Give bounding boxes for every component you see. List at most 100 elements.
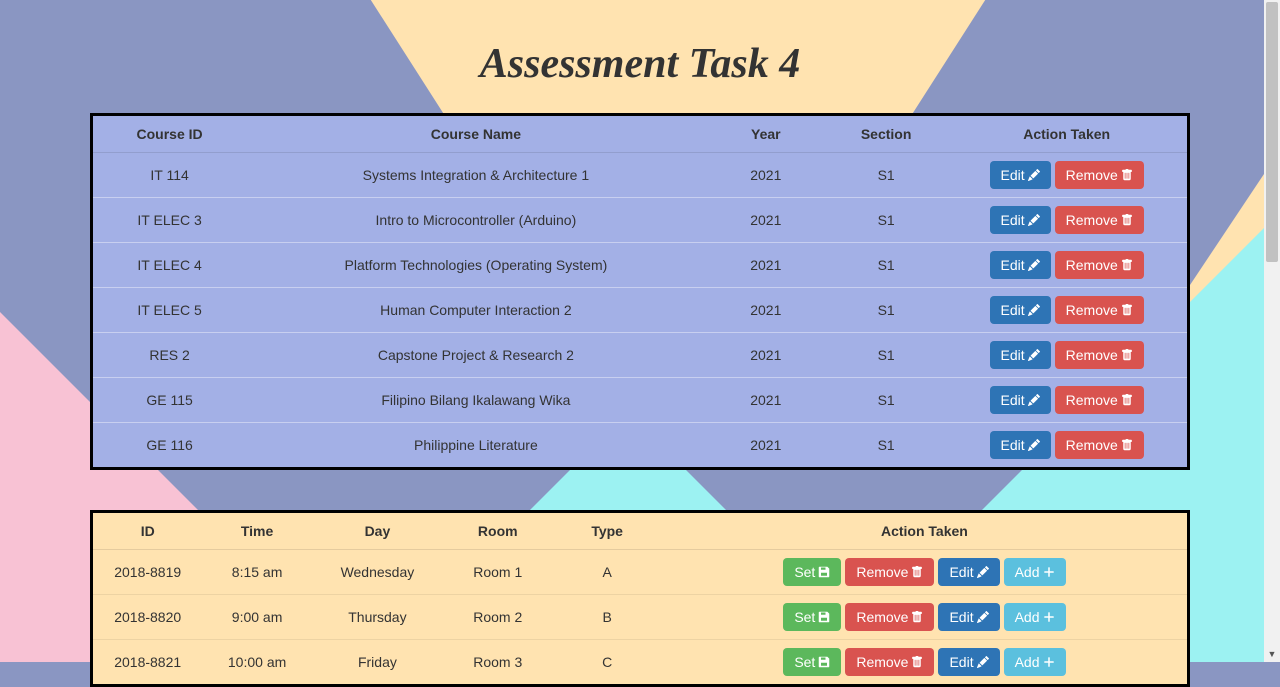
schedule-id-cell: 2018-8819 — [93, 550, 202, 595]
remove-button[interactable]: Remove — [1055, 251, 1144, 279]
add-button[interactable]: Add — [1004, 648, 1066, 676]
pencil-icon — [1028, 439, 1040, 451]
courses-header-id: Course ID — [93, 116, 246, 153]
course-actions-cell: EditRemove — [946, 333, 1187, 378]
course-actions-cell: EditRemove — [946, 243, 1187, 288]
course-year-cell: 2021 — [706, 243, 826, 288]
course-actions-cell: EditRemove — [946, 423, 1187, 468]
schedule-header-room: Room — [443, 513, 552, 550]
schedule-table: ID Time Day Room Type Action Taken 2018-… — [93, 513, 1187, 684]
table-row: GE 116Philippine Literature2021S1EditRem… — [93, 423, 1187, 468]
edit-button[interactable]: Edit — [990, 206, 1051, 234]
remove-button[interactable]: Remove — [1055, 386, 1144, 414]
table-row: RES 2Capstone Project & Research 22021S1… — [93, 333, 1187, 378]
edit-button[interactable]: Edit — [990, 386, 1051, 414]
remove-button[interactable]: Remove — [845, 558, 934, 586]
edit-button[interactable]: Edit — [938, 648, 999, 676]
schedule-header-type: Type — [552, 513, 661, 550]
schedule-type-cell: B — [552, 595, 661, 640]
plus-icon — [1043, 611, 1055, 623]
course-name-cell: Human Computer Interaction 2 — [246, 288, 705, 333]
course-id-cell: IT ELEC 3 — [93, 198, 246, 243]
course-year-cell: 2021 — [706, 198, 826, 243]
schedule-header-action: Action Taken — [662, 513, 1187, 550]
scrollbar-thumb[interactable] — [1266, 2, 1278, 262]
course-section-cell: S1 — [826, 288, 946, 333]
schedule-actions-cell: SetRemoveEditAdd — [662, 595, 1187, 640]
schedule-type-cell: A — [552, 550, 661, 595]
edit-button[interactable]: Edit — [990, 296, 1051, 324]
pencil-icon — [1028, 394, 1040, 406]
pencil-icon — [977, 611, 989, 623]
trash-icon — [911, 611, 923, 623]
trash-icon — [1121, 259, 1133, 271]
schedule-time-cell: 8:15 am — [202, 550, 311, 595]
course-section-cell: S1 — [826, 423, 946, 468]
add-button[interactable]: Add — [1004, 558, 1066, 586]
schedule-room-cell: Room 1 — [443, 550, 552, 595]
trash-icon — [1121, 169, 1133, 181]
table-row: 2018-88209:00 amThursdayRoom 2BSetRemove… — [93, 595, 1187, 640]
save-icon — [818, 656, 830, 668]
course-name-cell: Philippine Literature — [246, 423, 705, 468]
edit-button[interactable]: Edit — [990, 341, 1051, 369]
plus-icon — [1043, 566, 1055, 578]
schedule-day-cell: Thursday — [312, 595, 443, 640]
schedule-actions-cell: SetRemoveEditAdd — [662, 550, 1187, 595]
scrollbar[interactable]: ▲ ▼ — [1264, 0, 1280, 662]
courses-table-container: Course ID Course Name Year Section Actio… — [90, 113, 1190, 470]
pencil-icon — [1028, 214, 1040, 226]
course-name-cell: Systems Integration & Architecture 1 — [246, 153, 705, 198]
table-row: IT 114Systems Integration & Architecture… — [93, 153, 1187, 198]
remove-button[interactable]: Remove — [1055, 206, 1144, 234]
pencil-icon — [1028, 349, 1040, 361]
schedule-day-cell: Wednesday — [312, 550, 443, 595]
table-row: 2018-88198:15 amWednesdayRoom 1ASetRemov… — [93, 550, 1187, 595]
course-actions-cell: EditRemove — [946, 288, 1187, 333]
page-title: Assessment Task 4 — [90, 40, 1190, 88]
pencil-icon — [977, 656, 989, 668]
remove-button[interactable]: Remove — [1055, 161, 1144, 189]
trash-icon — [1121, 304, 1133, 316]
course-name-cell: Intro to Microcontroller (Arduino) — [246, 198, 705, 243]
trash-icon — [911, 566, 923, 578]
remove-button[interactable]: Remove — [1055, 341, 1144, 369]
remove-button[interactable]: Remove — [1055, 296, 1144, 324]
schedule-id-cell: 2018-8820 — [93, 595, 202, 640]
remove-button[interactable]: Remove — [845, 603, 934, 631]
remove-button[interactable]: Remove — [845, 648, 934, 676]
save-icon — [818, 566, 830, 578]
course-name-cell: Filipino Bilang Ikalawang Wika — [246, 378, 705, 423]
courses-header-section: Section — [826, 116, 946, 153]
set-button[interactable]: Set — [783, 603, 841, 631]
course-section-cell: S1 — [826, 153, 946, 198]
course-year-cell: 2021 — [706, 153, 826, 198]
courses-header-year: Year — [706, 116, 826, 153]
edit-button[interactable]: Edit — [938, 603, 999, 631]
table-row: IT ELEC 4Platform Technologies (Operatin… — [93, 243, 1187, 288]
scroll-down-arrow[interactable]: ▼ — [1264, 646, 1280, 662]
edit-button[interactable]: Edit — [990, 161, 1051, 189]
course-section-cell: S1 — [826, 378, 946, 423]
add-button[interactable]: Add — [1004, 603, 1066, 631]
edit-button[interactable]: Edit — [938, 558, 999, 586]
course-id-cell: IT 114 — [93, 153, 246, 198]
set-button[interactable]: Set — [783, 648, 841, 676]
course-name-cell: Platform Technologies (Operating System) — [246, 243, 705, 288]
edit-button[interactable]: Edit — [990, 431, 1051, 459]
remove-button[interactable]: Remove — [1055, 431, 1144, 459]
edit-button[interactable]: Edit — [990, 251, 1051, 279]
courses-header-name: Course Name — [246, 116, 705, 153]
course-section-cell: S1 — [826, 198, 946, 243]
course-year-cell: 2021 — [706, 288, 826, 333]
save-icon — [818, 611, 830, 623]
table-row: IT ELEC 3Intro to Microcontroller (Ardui… — [93, 198, 1187, 243]
set-button[interactable]: Set — [783, 558, 841, 586]
course-year-cell: 2021 — [706, 423, 826, 468]
pencil-icon — [977, 566, 989, 578]
pencil-icon — [1028, 304, 1040, 316]
schedule-header-day: Day — [312, 513, 443, 550]
trash-icon — [1121, 349, 1133, 361]
course-id-cell: GE 116 — [93, 423, 246, 468]
course-section-cell: S1 — [826, 333, 946, 378]
